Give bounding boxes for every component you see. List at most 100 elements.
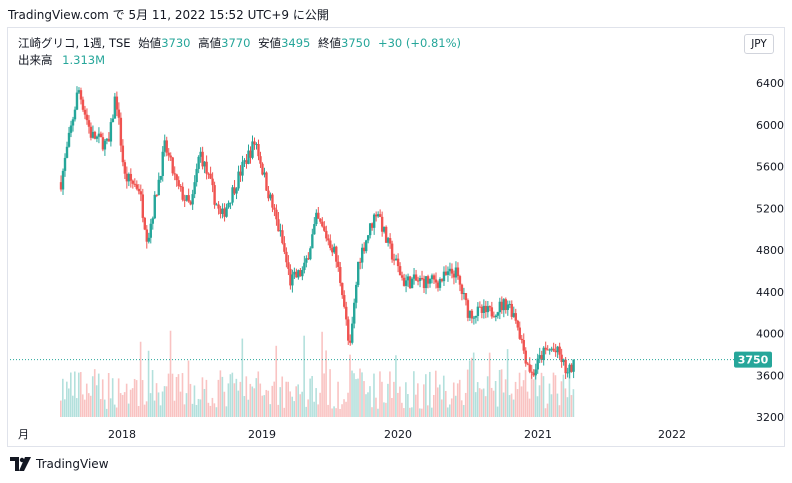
- volume-bar: [403, 408, 405, 417]
- candle-body: [368, 223, 372, 236]
- candle-body: [269, 194, 272, 199]
- volume-bar: [189, 383, 192, 417]
- candle-body: [526, 363, 529, 365]
- candle-body: [193, 182, 196, 195]
- candle-body: [420, 278, 424, 280]
- y-tick-label: 3200: [756, 411, 784, 424]
- published-caption: TradingView.com で 5月 11, 2022 15:52 UTC+…: [8, 8, 329, 22]
- candle-body: [428, 278, 432, 284]
- volume-bar: [135, 380, 138, 417]
- candle-body: [500, 301, 504, 311]
- volume-bar: [516, 389, 519, 417]
- volume-bar: [444, 390, 447, 417]
- volume-bar: [365, 394, 367, 417]
- candle-body: [380, 216, 384, 232]
- candle-body: [257, 144, 260, 157]
- candle-body: [283, 243, 286, 252]
- volume-bar: [231, 372, 234, 417]
- candle-body: [93, 131, 97, 139]
- candle-body: [91, 131, 95, 138]
- candle-body: [105, 138, 109, 141]
- volume-bar: [103, 399, 106, 417]
- volume-bar: [175, 376, 178, 417]
- volume-bar: [550, 394, 553, 417]
- volume-bar: [129, 389, 132, 417]
- volume-bar: [273, 381, 276, 417]
- low-label: 安値: [258, 36, 282, 50]
- volume-bar: [442, 375, 445, 417]
- volume-bar: [311, 375, 313, 417]
- volume-bar: [237, 390, 240, 417]
- candle-body: [143, 217, 146, 230]
- volume-bar: [327, 404, 329, 417]
- volume-bar: [494, 381, 497, 417]
- candle-body: [528, 364, 531, 372]
- volume-bar: [161, 391, 164, 417]
- candle-body: [103, 140, 107, 150]
- volume-bar: [207, 402, 210, 417]
- volume-bar: [452, 382, 455, 417]
- candle-body: [203, 161, 206, 167]
- volume-bar: [357, 378, 359, 417]
- volume-bar: [347, 392, 349, 417]
- y-tick-label: 4000: [756, 328, 784, 341]
- candle-body: [458, 276, 462, 285]
- candle-body: [331, 247, 334, 253]
- candle-body: [119, 117, 123, 146]
- volume-bar: [217, 379, 220, 417]
- volume-bar: [510, 393, 513, 417]
- volume-bar: [251, 386, 254, 417]
- volume-bar: [419, 408, 421, 417]
- volume-bar: [436, 387, 439, 417]
- volume-bar: [401, 402, 403, 417]
- candle-body: [510, 303, 513, 317]
- volume-bar: [462, 405, 465, 417]
- symbol-label[interactable]: 江崎グリコ, 1週, TSE: [18, 36, 131, 50]
- volume-bar: [339, 408, 341, 417]
- volume-bar: [548, 383, 551, 417]
- candle-body: [386, 238, 390, 243]
- volume-bar: [197, 398, 200, 417]
- volume-bar: [79, 372, 82, 417]
- volume-bar: [363, 381, 365, 417]
- candle-body: [416, 280, 420, 282]
- candle-body: [396, 258, 400, 267]
- candle-body: [448, 268, 452, 272]
- candle-body: [271, 194, 274, 208]
- volume-bar: [367, 392, 369, 417]
- candle-body: [183, 199, 186, 201]
- candle-body: [313, 224, 316, 235]
- volume-bar: [155, 383, 158, 417]
- volume-bar: [89, 395, 92, 417]
- volume-bar: [504, 379, 507, 417]
- candle-body: [392, 259, 396, 261]
- candle-body: [570, 364, 573, 372]
- footer-brand[interactable]: TradingView: [10, 457, 109, 471]
- volume-bar: [169, 330, 172, 417]
- candle-body: [402, 277, 406, 286]
- volume-bar: [317, 404, 319, 417]
- candle-body: [215, 204, 218, 206]
- candle-body: [115, 96, 119, 110]
- candle-body: [253, 141, 256, 145]
- volume-bar: [221, 376, 224, 417]
- candle-body: [488, 306, 492, 308]
- currency-button[interactable]: JPY: [744, 34, 774, 54]
- volume-bar: [502, 392, 505, 417]
- candle-body: [484, 305, 488, 313]
- volume-bar: [476, 382, 479, 417]
- y-tick-label: 4800: [756, 244, 784, 257]
- volume-bar: [413, 371, 415, 417]
- volume-bar: [181, 373, 184, 417]
- volume-bar: [546, 403, 549, 417]
- x-tick-label: 2018: [108, 428, 136, 441]
- candle-body: [444, 271, 448, 275]
- candle-body: [394, 258, 398, 261]
- candle-body: [410, 278, 414, 289]
- volume-bar: [83, 399, 86, 417]
- candle-body: [542, 347, 545, 361]
- candle-body: [267, 190, 270, 199]
- volume-bar: [293, 401, 295, 417]
- chart-frame[interactable]: [7, 27, 785, 447]
